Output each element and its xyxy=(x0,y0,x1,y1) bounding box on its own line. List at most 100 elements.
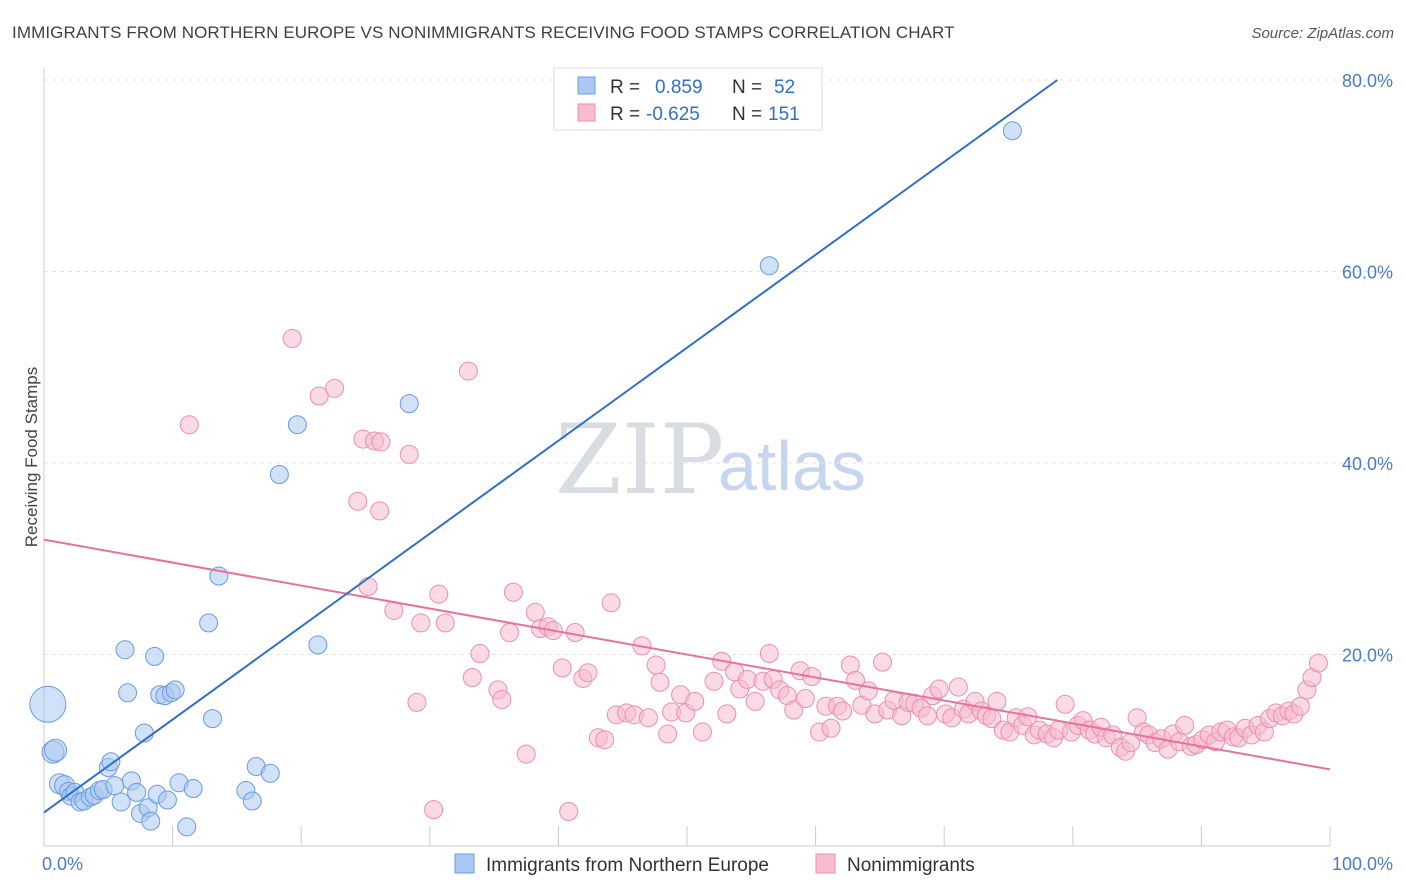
data-point-nonimmigrants xyxy=(717,704,737,724)
data-point-immigrants xyxy=(127,782,147,802)
trend-lines xyxy=(43,79,1331,814)
legend-n-value-2: 151 xyxy=(768,104,800,125)
data-point-nonimmigrants xyxy=(411,613,431,633)
data-point-immigrants xyxy=(177,817,197,837)
data-point-immigrants xyxy=(141,811,161,831)
trend-line-immigrants xyxy=(43,79,1058,814)
data-point-immigrants xyxy=(105,776,125,796)
data-point-immigrants xyxy=(44,738,68,762)
data-point-immigrants xyxy=(242,791,262,811)
data-point-nonimmigrants xyxy=(658,724,678,744)
legend-bottom-swatch-blue xyxy=(454,853,475,874)
data-point-nonimmigrants xyxy=(692,722,712,742)
data-point-nonimmigrants xyxy=(917,706,937,726)
data-point-nonimmigrants xyxy=(500,622,520,642)
data-point-immigrants xyxy=(157,790,177,810)
data-point-immigrants xyxy=(111,792,131,812)
y-tick-label: 80.0% xyxy=(1342,71,1393,91)
data-point-nonimmigrants xyxy=(348,491,368,511)
data-point-nonimmigrants xyxy=(784,700,804,720)
x-tick-label: 100.0% xyxy=(1332,854,1393,874)
series-legend: Immigrants from Northern Europe Nonimmig… xyxy=(454,853,975,876)
stats-legend: R = 0.859 N = 52 R = -0.625 N = 151 xyxy=(553,67,823,131)
data-point-nonimmigrants xyxy=(833,701,853,721)
data-point-immigrants xyxy=(29,685,67,723)
data-point-nonimmigrants xyxy=(470,644,490,664)
data-point-nonimmigrants xyxy=(929,679,949,699)
x-tick-label: 0.0% xyxy=(42,854,83,874)
trend-line-nonimmigrants xyxy=(43,538,1331,771)
legend-bottom-swatch-pink xyxy=(815,853,836,874)
data-point-nonimmigrants xyxy=(516,744,536,764)
y-tick-label: 40.0% xyxy=(1342,454,1393,474)
data-point-nonimmigrants xyxy=(1055,694,1075,714)
data-point-nonimmigrants xyxy=(1290,696,1310,716)
data-point-nonimmigrants xyxy=(492,690,512,710)
data-point-nonimmigrants xyxy=(948,677,968,697)
data-point-nonimmigrants xyxy=(371,432,391,452)
data-point-nonimmigrants xyxy=(858,681,878,701)
y-tick-label: 60.0% xyxy=(1342,263,1393,283)
series-immigrants-northern-europe xyxy=(29,121,1022,837)
data-point-nonimmigrants xyxy=(646,655,666,675)
data-point-immigrants xyxy=(118,683,138,703)
legend-r-label-1: R = xyxy=(610,77,640,98)
series-nonimmigrants xyxy=(179,329,1328,822)
data-point-nonimmigrants xyxy=(552,658,572,678)
data-point-immigrants xyxy=(287,415,307,435)
y-axis-label: Receiving Food Stamps xyxy=(22,367,41,547)
data-point-nonimmigrants xyxy=(1175,715,1195,735)
data-point-immigrants xyxy=(183,779,203,799)
legend-n-value-1: 52 xyxy=(774,77,795,98)
legend-swatch-blue xyxy=(577,76,596,95)
data-point-nonimmigrants xyxy=(429,584,449,604)
data-point-immigrants xyxy=(165,680,185,700)
data-point-nonimmigrants xyxy=(987,691,1007,711)
y-tick-labels: 20.0% 40.0% 60.0% 80.0% xyxy=(1342,71,1393,666)
data-point-nonimmigrants xyxy=(795,689,815,709)
data-point-nonimmigrants xyxy=(358,577,378,597)
data-point-nonimmigrants xyxy=(650,672,670,692)
data-point-immigrants xyxy=(308,635,328,655)
data-point-nonimmigrants xyxy=(745,691,765,711)
data-point-nonimmigrants xyxy=(503,582,523,602)
data-point-nonimmigrants xyxy=(179,415,199,435)
data-point-nonimmigrants xyxy=(309,386,329,406)
data-point-nonimmigrants xyxy=(424,800,444,820)
data-point-nonimmigrants xyxy=(407,692,427,712)
data-point-nonimmigrants xyxy=(435,613,455,633)
chart-title: IMMIGRANTS FROM NORTHERN EUROPE VS NONIM… xyxy=(12,23,955,42)
data-point-nonimmigrants xyxy=(282,329,302,349)
data-point-nonimmigrants xyxy=(462,667,482,687)
legend-r-value-2: -0.625 xyxy=(646,104,700,125)
data-point-nonimmigrants xyxy=(704,671,724,691)
data-point-immigrants xyxy=(759,256,779,276)
data-point-nonimmigrants xyxy=(399,444,419,464)
legend-n-label-2: N = xyxy=(732,104,762,125)
data-point-nonimmigrants xyxy=(1308,653,1328,673)
data-point-nonimmigrants xyxy=(325,378,345,398)
data-point-immigrants xyxy=(115,640,135,660)
data-point-nonimmigrants xyxy=(638,708,658,728)
data-point-immigrants xyxy=(1002,121,1022,141)
legend-bottom-label-1: Immigrants from Northern Europe xyxy=(486,855,769,876)
data-point-nonimmigrants xyxy=(370,501,390,521)
grid-lines xyxy=(44,79,1395,655)
data-point-nonimmigrants xyxy=(525,602,545,622)
watermark: ZIP atlas xyxy=(555,404,866,516)
data-point-nonimmigrants xyxy=(821,718,841,738)
data-point-immigrants xyxy=(145,646,165,666)
y-tick-label: 20.0% xyxy=(1342,646,1393,666)
legend-r-label-2: R = xyxy=(610,104,640,125)
legend-swatch-pink xyxy=(577,103,596,122)
legend-n-label-1: N = xyxy=(732,77,762,98)
data-point-immigrants xyxy=(269,464,289,484)
data-point-immigrants xyxy=(260,763,280,783)
x-tick-labels: 0.0% 100.0% xyxy=(42,854,1393,874)
data-point-immigrants xyxy=(199,613,219,633)
data-point-nonimmigrants xyxy=(685,691,705,711)
watermark-zip: ZIP xyxy=(555,404,724,516)
watermark-atlas: atlas xyxy=(718,427,866,505)
data-point-nonimmigrants xyxy=(578,663,598,683)
